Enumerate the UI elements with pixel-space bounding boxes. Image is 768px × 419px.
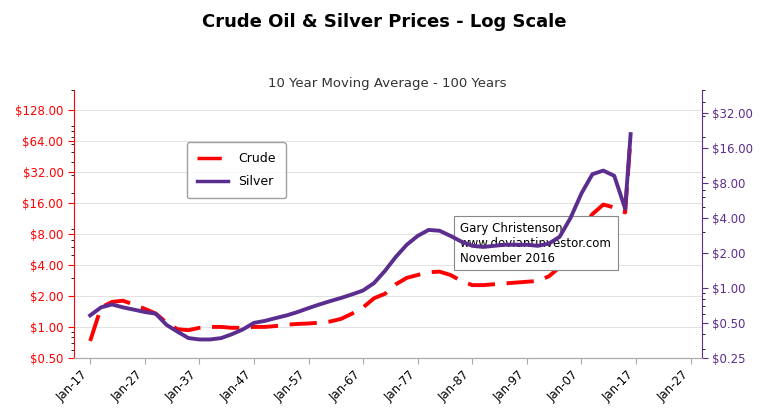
Crude	[478, 282, 488, 287]
Line: Silver: Silver	[90, 134, 631, 339]
Crude	[250, 324, 259, 329]
Silver	[195, 337, 204, 342]
Silver	[626, 132, 635, 137]
Silver	[489, 243, 498, 248]
Crude	[260, 324, 270, 329]
Text: Crude Oil & Silver Prices - Log Scale: Crude Oil & Silver Prices - Log Scale	[202, 13, 566, 31]
Crude	[621, 210, 630, 215]
Legend: Crude, Silver: Crude, Silver	[187, 142, 286, 198]
Silver	[621, 206, 630, 211]
Silver	[457, 239, 466, 244]
Silver	[217, 336, 226, 341]
Silver	[85, 313, 94, 318]
Line: Crude: Crude	[90, 137, 631, 341]
Crude	[626, 134, 635, 140]
Text: Gary Christenson
www.deviantinvestor.com
November 2016: Gary Christenson www.deviantinvestor.com…	[460, 222, 612, 264]
Crude	[85, 339, 94, 344]
Title: 10 Year Moving Average - 100 Years: 10 Year Moving Average - 100 Years	[269, 78, 507, 91]
Silver	[271, 316, 280, 321]
Crude	[206, 324, 215, 329]
Silver	[260, 318, 270, 323]
Crude	[446, 272, 455, 277]
